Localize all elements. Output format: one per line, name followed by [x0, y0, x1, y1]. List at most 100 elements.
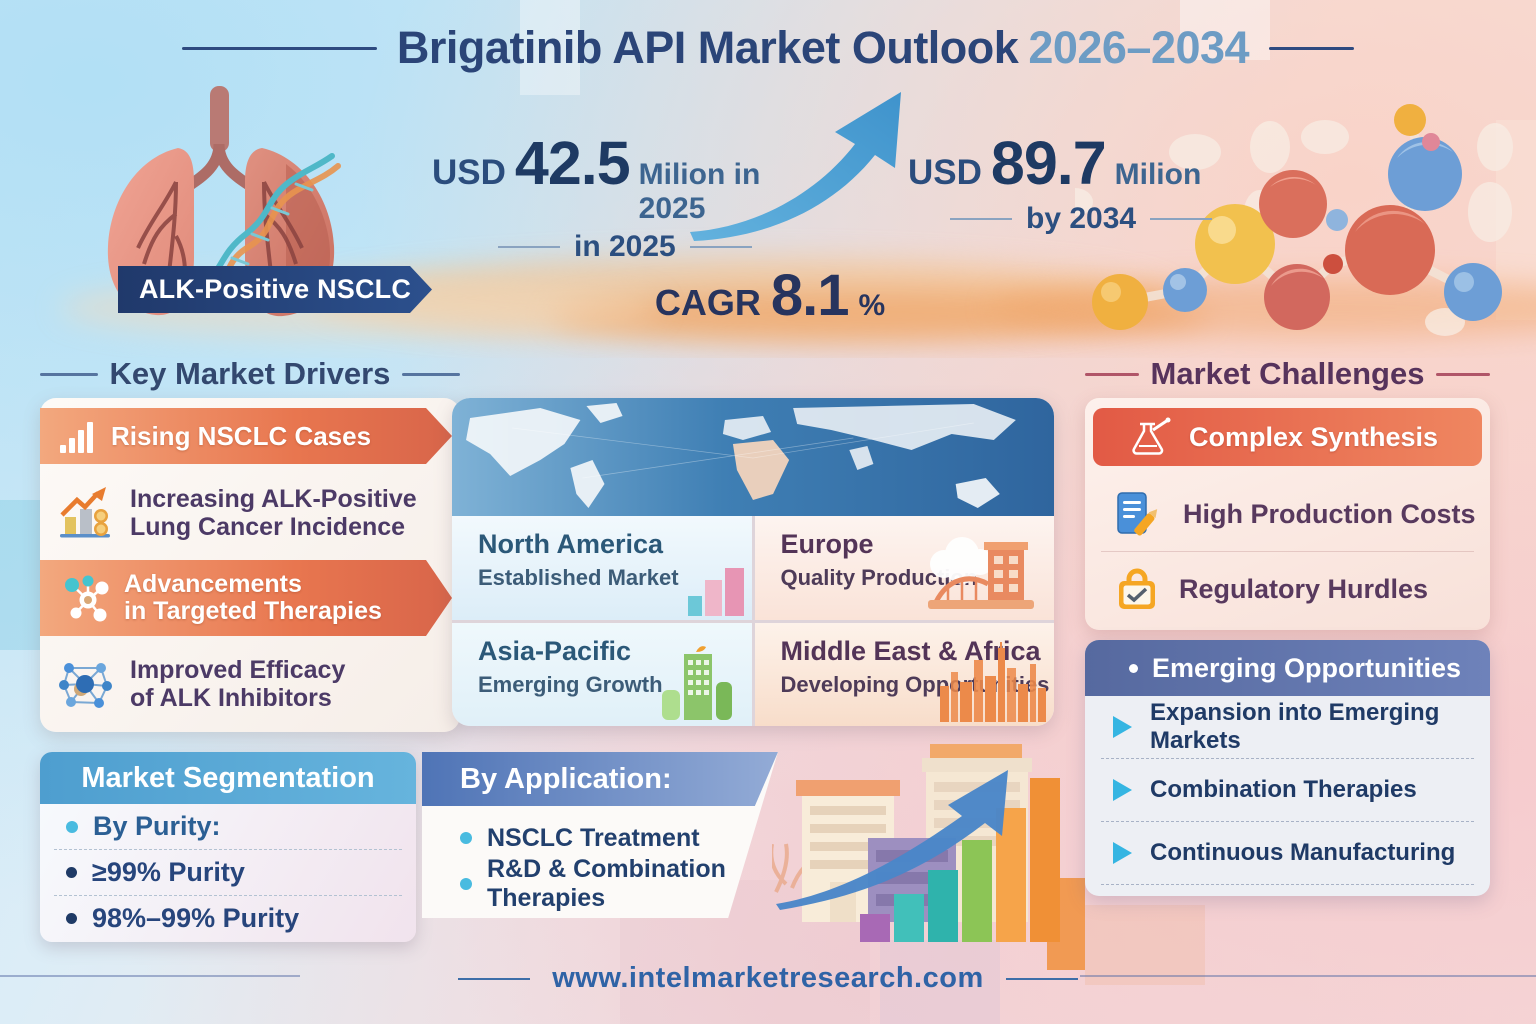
dash-line	[1150, 218, 1213, 220]
application-header: By Application:	[422, 752, 778, 806]
cagr-stat: CAGR 8.1 %	[600, 262, 940, 329]
opportunity-item: Expansion into Emerging Markets	[1101, 696, 1474, 759]
stat-2034-unit: Milion	[1114, 158, 1202, 191]
segmentation-lead-label: By Purity:	[93, 811, 221, 841]
play-triangle-icon	[1113, 779, 1132, 801]
footer-url[interactable]: www.intelmarketresearch.com	[552, 962, 984, 994]
challenge-item-costs: High Production Costs	[1085, 478, 1490, 550]
document-pencil-icon	[1117, 492, 1158, 536]
dash-line	[498, 246, 560, 248]
page-title: Brigatinib API Market Outlook 2026–2034	[397, 22, 1250, 74]
driver-banner-line: in Targeted Therapies	[124, 597, 382, 625]
opportunity-label: Expansion into Emerging Markets	[1150, 699, 1440, 754]
challenge-item-label: Regulatory Hurdles	[1179, 573, 1429, 604]
skyline-icon	[940, 642, 1046, 722]
dash-line	[1005, 977, 1078, 980]
segmentation-item-label: ≥99% Purity	[92, 857, 245, 887]
challenge-banner-label: Complex Synthesis	[1189, 421, 1439, 452]
network-molecule-icon	[59, 663, 112, 708]
drivers-heading: Key Market Drivers	[40, 356, 460, 392]
footer-rule-right	[1080, 975, 1536, 977]
application-item: R&D & Combination Therapies	[460, 855, 778, 912]
green-buildings-icon	[661, 646, 732, 720]
opportunities-header: Emerging Opportunities	[1085, 640, 1490, 696]
region-name: Europe	[780, 529, 874, 559]
opportunities-heading-text: Emerging Opportunities	[1152, 652, 1462, 683]
stat-2034-year: by 2034	[1026, 202, 1137, 235]
bar-chart-icon	[687, 567, 744, 616]
application-card: By Application: NSCLC Treatment R&D & Co…	[422, 752, 778, 918]
segmentation-lead: By Purity:	[54, 804, 402, 850]
driver-item-line: Increasing ALK-Positive	[130, 484, 417, 513]
application-item-label: NSCLC Treatment	[487, 823, 700, 852]
region-name: North America	[478, 529, 664, 559]
stat-2034-currency: USD	[908, 153, 982, 192]
dash-line	[458, 977, 531, 980]
header-rule-right	[1269, 46, 1355, 50]
world-map	[452, 398, 1054, 516]
dash-line	[402, 372, 460, 376]
growth-city-illustration	[772, 744, 1060, 942]
opportunity-item: Combination Therapies	[1101, 759, 1474, 822]
opportunity-item: Continuous Manufacturing	[1101, 822, 1474, 885]
segmentation-item-label: 98%–99% Purity	[92, 903, 300, 933]
dash-line	[1085, 372, 1139, 376]
page-title-years: 2026–2034	[1028, 22, 1250, 73]
opportunities-card: Emerging Opportunities Expansion into Em…	[1085, 640, 1490, 896]
application-heading-text: By Application:	[460, 762, 672, 795]
header-rule-left	[181, 46, 377, 50]
bag-check-icon	[1119, 568, 1155, 609]
challenge-item-label: High Production Costs	[1183, 498, 1476, 529]
footer: www.intelmarketresearch.com	[0, 962, 1536, 995]
opportunity-label: Combination Therapies	[1150, 776, 1417, 803]
region-name: Middle East & Africa	[780, 635, 1041, 666]
driver-item-line: of ALK Inhibitors	[130, 684, 332, 712]
driver-banner-advancements: Advancements in Targeted Therapies	[40, 560, 452, 636]
driver-banner-line: Advancements	[124, 570, 302, 598]
region-grid: North America Established Market Europe …	[452, 516, 1054, 726]
growth-arrow-icon	[690, 92, 901, 241]
challenge-item-regulatory: Regulatory Hurdles	[1085, 553, 1490, 625]
challenges-card: Complex Synthesis High Production Costs	[1085, 398, 1490, 630]
bullet-dot	[66, 867, 77, 878]
segmentation-header: Market Segmentation	[40, 752, 416, 804]
driver-item-efficacy: Improved Efficacy of ALK Inhibitors	[40, 644, 460, 724]
driver-item-incidence: Increasing ALK-Positive Lung Cancer Incid…	[40, 472, 460, 554]
drivers-heading-text: Key Market Drivers	[109, 356, 391, 391]
region-desc: Emerging Growth	[478, 671, 663, 697]
segmentation-heading-text: Market Segmentation	[81, 761, 375, 794]
flask-icon	[1132, 417, 1171, 455]
application-item: NSCLC Treatment	[460, 815, 778, 861]
signal-bars-icon	[58, 419, 97, 454]
dash-line	[40, 372, 98, 376]
play-triangle-icon	[1113, 842, 1132, 864]
region-card-north-america: North America Established Market	[452, 516, 752, 620]
stat-2025-value: 42.5	[514, 129, 631, 197]
bullet-dot	[1129, 663, 1138, 673]
region-card-europe: Europe Quality Production	[754, 516, 1054, 620]
bullet-dot	[66, 820, 78, 833]
regions-map-card: North America Established Market Europe …	[452, 398, 1054, 726]
page-header: Brigatinib API Market Outlook 2026–2034	[0, 22, 1536, 74]
segmentation-card: Market Segmentation By Purity: ≥99% Puri…	[40, 752, 416, 942]
growth-chart-icon	[60, 487, 110, 538]
opportunity-label: Continuous Manufacturing	[1150, 839, 1456, 866]
driver-banner-label: Rising NSCLC Cases	[111, 420, 372, 451]
play-triangle-icon	[1113, 716, 1132, 738]
bullet-dot	[460, 878, 472, 890]
application-item-label: R&D & Combination Therapies	[487, 855, 726, 912]
drivers-card: Rising NSCLC Cases Increasing ALK-Positi…	[40, 398, 460, 732]
region-card-asia-pacific: Asia-Pacific Emerging Growth	[452, 622, 752, 726]
bridge-building-icon	[928, 536, 1034, 609]
region-name: Asia-Pacific	[478, 635, 632, 666]
challenge-banner-complex-synthesis: Complex Synthesis	[1093, 408, 1482, 466]
bullet-dot	[66, 913, 77, 924]
divider	[1101, 551, 1474, 552]
bullet-dot	[460, 832, 472, 844]
driver-banner-rising-nsclc: Rising NSCLC Cases	[40, 408, 452, 464]
driver-item-line: Improved Efficacy	[130, 655, 346, 684]
driver-item-line: Lung Cancer Incidence	[130, 513, 406, 541]
molecule-illustration	[1075, 104, 1513, 336]
challenges-heading-text: Market Challenges	[1150, 356, 1425, 391]
